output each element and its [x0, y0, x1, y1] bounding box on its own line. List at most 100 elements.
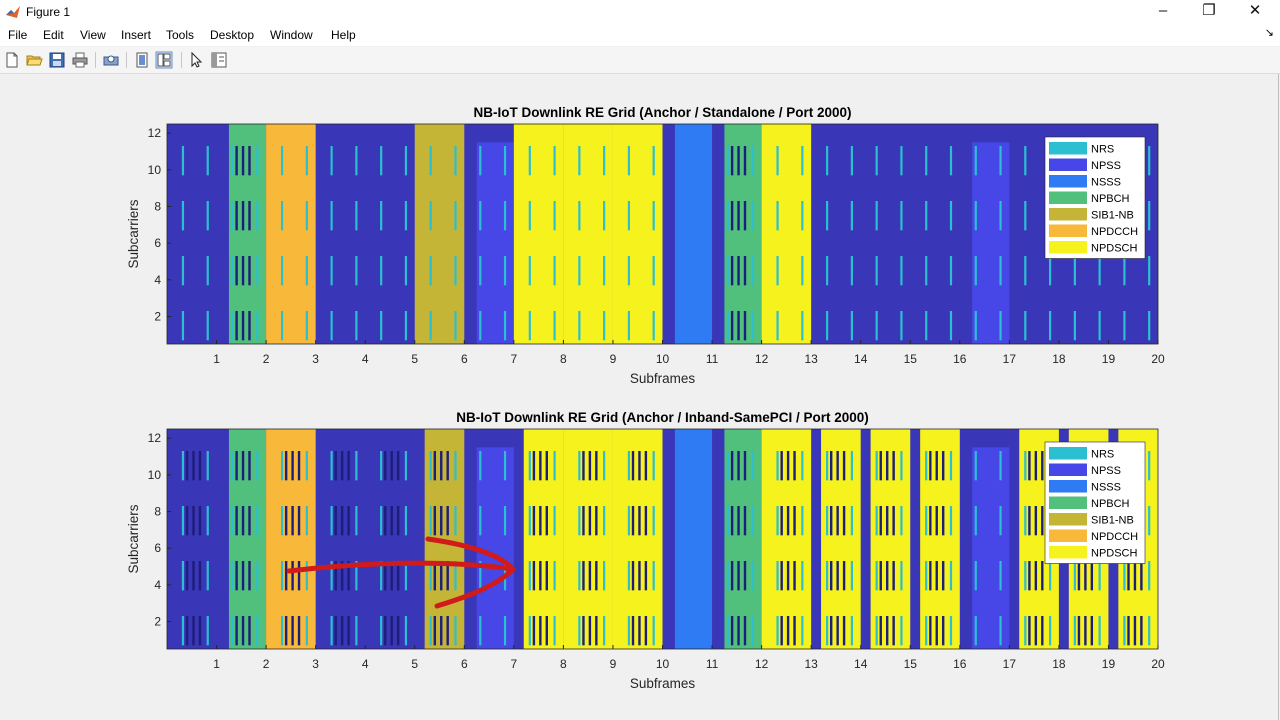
nrs-mark — [454, 146, 457, 176]
crs-mark — [241, 616, 245, 646]
crs-mark — [340, 451, 344, 481]
nrs-mark — [751, 506, 754, 536]
x-tick-label: 6 — [461, 657, 468, 671]
nrs-mark — [850, 256, 853, 286]
crs-mark — [198, 451, 202, 481]
nrs-mark — [751, 451, 754, 481]
crs-mark — [885, 451, 889, 481]
nrs-mark — [280, 146, 284, 176]
legend[interactable]: NRS NPSS NSSS NPBCH SIB1-NB NPDCCH NPDSCH — [1044, 441, 1146, 564]
menu-insert[interactable]: Insert — [121, 28, 152, 42]
x-tick-label: 8 — [560, 352, 567, 366]
nrs-mark — [231, 561, 234, 591]
nrs-mark — [1098, 256, 1101, 286]
crs-mark — [248, 201, 251, 231]
hide-plot-tools-icon[interactable] — [133, 51, 151, 69]
open-icon[interactable] — [25, 51, 43, 69]
nrs-mark — [305, 451, 308, 481]
nrs-mark — [826, 561, 829, 591]
x-tick-label: 16 — [953, 352, 967, 366]
nrs-mark — [1148, 616, 1151, 646]
menu-help[interactable]: Help — [331, 28, 356, 42]
nrs-mark — [330, 561, 333, 591]
nrs-mark — [1123, 256, 1126, 286]
chart-axes-2[interactable]: 1 2 3 4 5 6 7 8 9 10 11 12 13 14 15 16 17 18 19 2024681012N… — [126, 410, 1165, 691]
x-tick-label: 7 — [511, 657, 518, 671]
crs-mark — [433, 561, 437, 591]
nrs-mark — [949, 201, 953, 231]
crs-mark — [198, 506, 202, 536]
nrs-mark — [454, 561, 457, 591]
print-icon[interactable] — [71, 51, 89, 69]
toolbar-separator — [95, 52, 96, 68]
legend[interactable]: NRS NPSS NSSS NPBCH SIB1-NB NPDCCH NPDSCH — [1044, 136, 1146, 259]
crs-mark — [631, 616, 635, 646]
crs-mark — [532, 451, 536, 481]
crs-mark — [730, 616, 734, 646]
nrs-mark — [553, 201, 556, 231]
npdsch-block — [612, 124, 663, 344]
nrs-mark — [875, 561, 878, 591]
crs-mark — [836, 561, 839, 591]
restore-button[interactable]: ❐ — [1202, 2, 1216, 19]
nrs-mark — [528, 311, 531, 341]
nrs-mark — [751, 311, 754, 341]
chart-title: NB-IoT Downlink RE Grid (Anchor / Standa… — [473, 105, 851, 120]
nrs-mark — [1048, 256, 1052, 286]
print-preview-icon[interactable] — [102, 51, 120, 69]
save-icon[interactable] — [48, 51, 66, 69]
nrs-mark — [826, 616, 829, 646]
chart-axes-1[interactable]: 1 2 3 4 5 6 7 8 9 10 11 12 13 14 15 16 17 18 19 2024681012N… — [126, 105, 1165, 386]
dock-arrow-icon[interactable]: ↘ — [1264, 27, 1274, 39]
nrs-mark — [479, 451, 482, 481]
crs-mark — [185, 451, 189, 481]
y-tick-label: 4 — [154, 273, 161, 287]
show-plot-tools-icon[interactable] — [155, 51, 173, 69]
nrs-mark — [801, 256, 804, 286]
crs-mark — [892, 561, 895, 591]
crs-mark — [334, 616, 337, 646]
x-tick-label: 3 — [312, 352, 319, 366]
legend-entry: NPDSCH — [1091, 243, 1138, 255]
nrs-mark — [404, 451, 408, 481]
nrs-mark — [355, 256, 358, 286]
crs-mark — [192, 561, 195, 591]
nrs-mark — [256, 256, 259, 286]
crs-mark — [885, 506, 889, 536]
crs-mark — [241, 146, 245, 176]
menu-desktop[interactable]: Desktop — [210, 28, 255, 42]
legend-swatch — [1049, 241, 1087, 254]
new-figure-icon[interactable] — [3, 51, 21, 69]
nrs-mark — [355, 311, 358, 341]
crs-mark — [384, 616, 387, 646]
nrs-mark — [925, 616, 928, 646]
edit-plot-icon[interactable] — [188, 51, 206, 69]
crs-mark — [1034, 506, 1038, 536]
open-property-inspector-icon[interactable] — [210, 51, 228, 69]
crs-mark — [291, 506, 294, 536]
crs-mark — [842, 506, 846, 536]
nrs-mark — [603, 311, 606, 341]
nrs-mark — [256, 311, 259, 341]
legend-entry: NPDSCH — [1091, 548, 1138, 560]
nrs-mark — [454, 616, 457, 646]
menu-edit[interactable]: Edit — [43, 28, 64, 42]
nrs-mark — [553, 616, 556, 646]
nrs-mark — [231, 506, 234, 536]
menu-file[interactable]: File — [8, 28, 28, 42]
nrs-mark — [404, 256, 408, 286]
nrs-mark — [652, 506, 655, 536]
crs-mark — [644, 506, 648, 536]
nrs-mark — [231, 311, 234, 341]
menu-window[interactable]: Window — [270, 28, 313, 42]
toolbar-separator — [126, 52, 127, 68]
menu-view[interactable]: View — [80, 28, 106, 42]
nrs-mark — [726, 201, 730, 231]
nrs-mark — [330, 506, 333, 536]
nrs-mark — [801, 311, 804, 341]
close-button[interactable]: ✕ — [1248, 2, 1262, 19]
menu-tools[interactable]: Tools — [166, 28, 195, 42]
crs-mark — [582, 616, 585, 646]
nrs-mark — [578, 256, 581, 286]
minimize-button[interactable]: – — [1158, 2, 1168, 19]
